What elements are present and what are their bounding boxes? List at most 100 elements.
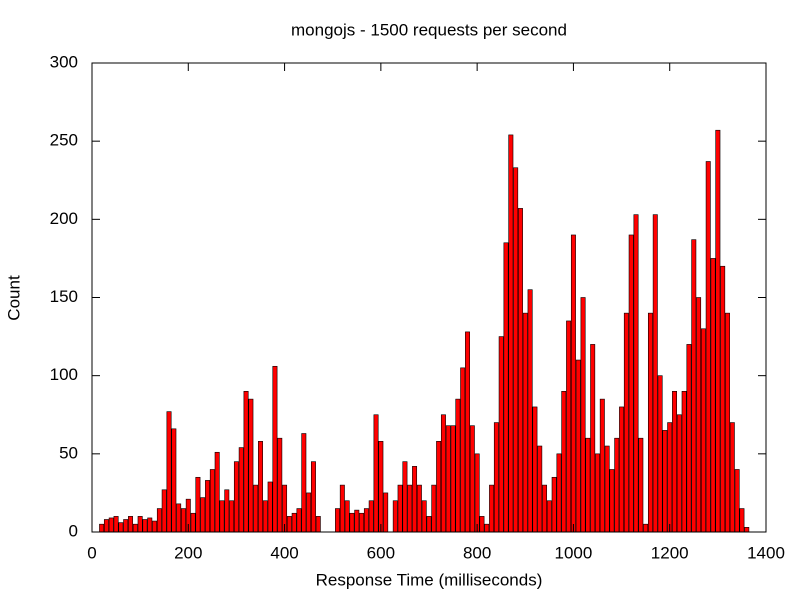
bar — [272, 365, 278, 533]
bar — [306, 492, 312, 533]
bar — [686, 344, 692, 533]
x-axis-label: Response Time (milliseconds) — [316, 570, 543, 589]
bar — [156, 508, 162, 533]
bar — [652, 214, 658, 533]
bar — [219, 500, 225, 533]
bar — [580, 297, 586, 533]
bar — [657, 375, 663, 533]
bar — [469, 425, 475, 533]
bar — [200, 497, 206, 533]
bar — [349, 512, 355, 533]
bar — [426, 516, 432, 533]
bar — [407, 484, 413, 533]
bar — [532, 406, 538, 533]
bar — [258, 441, 263, 533]
chart-title: mongojs - 1500 requests per second — [291, 20, 567, 39]
bar — [147, 517, 153, 533]
bar — [128, 516, 133, 533]
bar — [243, 390, 249, 533]
bar — [508, 134, 514, 533]
bar — [542, 484, 548, 533]
bar — [335, 508, 340, 533]
bar — [277, 437, 283, 533]
bar — [296, 508, 302, 533]
bar — [440, 414, 446, 533]
bar — [214, 451, 220, 533]
bar — [238, 447, 244, 533]
bar — [176, 503, 182, 533]
bar — [556, 453, 562, 533]
bar — [132, 523, 138, 533]
x-tick-label: 200 — [174, 543, 202, 562]
x-tick-label: 1400 — [747, 543, 785, 562]
bar — [291, 512, 297, 533]
bar — [397, 484, 403, 533]
bar — [286, 516, 292, 533]
bar — [672, 390, 677, 533]
bar — [575, 359, 581, 533]
bar — [484, 523, 490, 533]
bar — [344, 500, 350, 533]
bar — [667, 422, 673, 533]
bar — [479, 516, 485, 533]
bar — [595, 453, 600, 533]
bar — [604, 445, 610, 533]
bar — [681, 390, 687, 533]
bar — [445, 425, 451, 533]
x-tick-label: 1000 — [555, 543, 593, 562]
bar — [561, 390, 567, 533]
bar — [315, 516, 321, 533]
bar — [248, 398, 254, 533]
bar — [474, 453, 480, 533]
bar — [412, 466, 418, 533]
bar — [498, 336, 504, 533]
bar — [633, 214, 639, 533]
y-tick-label: 250 — [50, 131, 78, 150]
bar — [599, 398, 605, 533]
bar — [691, 239, 697, 533]
bar — [383, 492, 389, 533]
bar — [465, 331, 470, 533]
bar — [233, 461, 239, 533]
bar — [142, 519, 148, 533]
y-tick-label: 50 — [59, 443, 78, 462]
bar — [181, 508, 186, 533]
bar — [310, 461, 316, 533]
bar — [99, 523, 105, 533]
bar — [513, 167, 519, 533]
bar — [700, 328, 706, 533]
bar — [643, 523, 649, 533]
bar — [715, 129, 721, 533]
bar — [729, 422, 735, 533]
bar — [570, 234, 576, 533]
bar — [705, 161, 711, 533]
bar — [224, 489, 230, 533]
bar — [522, 312, 528, 533]
x-tick-label: 600 — [367, 543, 395, 562]
bar — [696, 297, 702, 533]
bar — [725, 312, 730, 533]
bar — [431, 484, 437, 533]
bar — [253, 484, 259, 533]
bar — [493, 422, 499, 533]
bar — [590, 344, 596, 533]
y-tick-label: 200 — [50, 209, 78, 228]
bar — [373, 414, 379, 533]
bar — [619, 406, 625, 533]
bar — [161, 489, 167, 533]
bar — [647, 312, 653, 533]
bar — [416, 484, 422, 533]
bar — [392, 500, 398, 533]
bar — [103, 519, 109, 533]
bar — [152, 520, 158, 533]
bar — [710, 258, 716, 533]
bar — [137, 516, 143, 533]
bar — [638, 437, 644, 533]
bar — [108, 517, 114, 533]
bar — [359, 512, 365, 533]
bar — [551, 476, 557, 533]
bar — [739, 508, 745, 533]
bar — [503, 242, 509, 533]
x-tick-label: 1200 — [651, 543, 689, 562]
